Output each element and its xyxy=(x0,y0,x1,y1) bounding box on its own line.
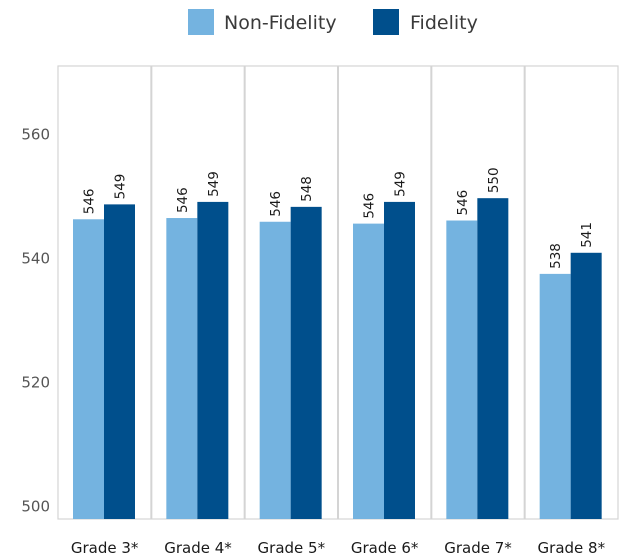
data-label: 546 xyxy=(82,188,98,214)
data-label: 550 xyxy=(486,167,502,193)
bars xyxy=(73,198,602,520)
data-label: 546 xyxy=(175,187,191,213)
data-label: 548 xyxy=(299,176,315,202)
y-axis: 500 520 540 560 xyxy=(21,125,50,515)
x-tick-label: Grade 8* xyxy=(538,539,606,557)
x-tick-label: Grade 5* xyxy=(258,539,326,557)
data-labels: 546 549 546 549 546 548 546 549 546 550 538 541 xyxy=(82,167,596,268)
data-label: 549 xyxy=(206,171,222,197)
x-tick-label: Grade 3* xyxy=(71,539,139,557)
bar-non-fidelity xyxy=(73,219,104,520)
y-tick-label: 560 xyxy=(21,125,50,143)
bar-fidelity xyxy=(104,204,135,519)
legend-swatch xyxy=(188,9,214,35)
bar-non-fidelity xyxy=(539,273,571,519)
legend-label: Non-Fidelity xyxy=(224,12,337,34)
y-tick-label: 540 xyxy=(21,249,50,267)
bar-non-fidelity xyxy=(259,221,291,519)
data-label: 541 xyxy=(579,222,595,248)
bar-fidelity xyxy=(477,198,509,520)
data-label: 546 xyxy=(362,193,378,219)
legend-swatch xyxy=(373,9,399,35)
y-tick-label: 500 xyxy=(21,498,50,516)
legend-label: Fidelity xyxy=(410,12,478,34)
data-label: 549 xyxy=(393,171,409,197)
data-label: 546 xyxy=(455,190,471,216)
legend: Non-Fidelity Fidelity xyxy=(188,9,478,35)
bar-fidelity xyxy=(197,201,229,519)
bar-non-fidelity xyxy=(166,218,198,519)
data-label: 546 xyxy=(268,191,284,217)
x-tick-label: Grade 7* xyxy=(444,539,512,557)
bar-fidelity xyxy=(570,252,602,520)
y-tick-label: 520 xyxy=(21,373,50,391)
bar-fidelity xyxy=(290,206,322,519)
x-tick-label: Grade 6* xyxy=(351,539,419,557)
data-label: 538 xyxy=(548,243,564,269)
x-axis: Grade 3* Grade 4* Grade 5* Grade 6* Grade 7*… xyxy=(71,539,606,557)
bar-non-fidelity xyxy=(446,220,478,520)
data-label: 549 xyxy=(113,174,129,200)
plot-frame xyxy=(57,65,619,520)
bar-non-fidelity xyxy=(353,223,384,519)
x-tick-label: Grade 4* xyxy=(164,539,232,557)
bar-fidelity xyxy=(384,201,415,519)
